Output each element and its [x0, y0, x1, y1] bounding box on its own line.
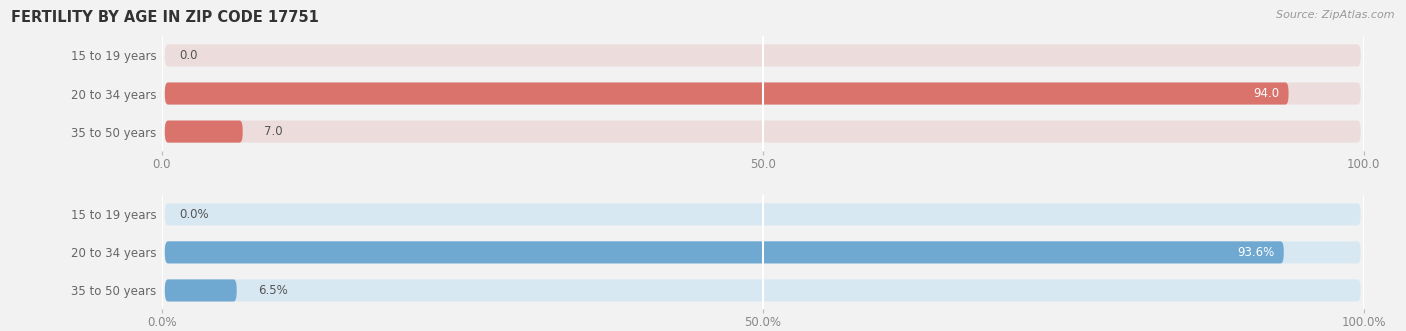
- Text: 93.6%: 93.6%: [1237, 246, 1275, 259]
- FancyBboxPatch shape: [165, 82, 1361, 105]
- Text: Source: ZipAtlas.com: Source: ZipAtlas.com: [1277, 10, 1395, 20]
- FancyBboxPatch shape: [165, 279, 1361, 302]
- Text: 7.0: 7.0: [264, 125, 283, 138]
- Text: 94.0: 94.0: [1254, 87, 1279, 100]
- Text: 0.0: 0.0: [180, 49, 198, 62]
- FancyBboxPatch shape: [165, 203, 1361, 225]
- Text: FERTILITY BY AGE IN ZIP CODE 17751: FERTILITY BY AGE IN ZIP CODE 17751: [11, 10, 319, 25]
- FancyBboxPatch shape: [165, 241, 1361, 263]
- Text: 6.5%: 6.5%: [257, 284, 288, 297]
- FancyBboxPatch shape: [165, 279, 236, 302]
- Text: 0.0%: 0.0%: [180, 208, 209, 221]
- FancyBboxPatch shape: [165, 241, 1284, 263]
- FancyBboxPatch shape: [165, 120, 243, 143]
- FancyBboxPatch shape: [165, 44, 1361, 67]
- FancyBboxPatch shape: [165, 82, 1288, 105]
- FancyBboxPatch shape: [165, 120, 1361, 143]
